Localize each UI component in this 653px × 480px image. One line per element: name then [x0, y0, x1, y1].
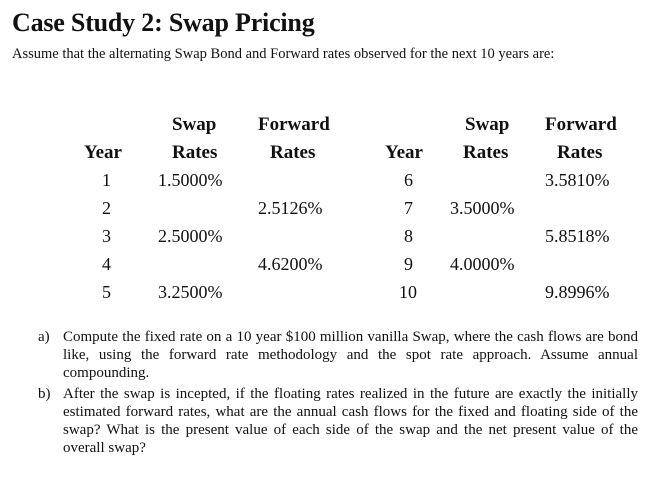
left-row-3-year: 3 [102, 226, 111, 246]
left-row-5-swap: 3.2500% [158, 282, 223, 302]
question-text: Compute the fixed rate on a 10 year $100… [63, 329, 638, 381]
right-header-forward-line1: Forward [545, 114, 617, 135]
right-header-swap-line1: Swap [465, 114, 510, 135]
right-row-10-forward: 9.8996% [545, 282, 610, 302]
right-row-9-year: 9 [404, 254, 413, 274]
left-header-year: Year [84, 142, 122, 163]
question-item: a) Compute the fixed rate on a 10 year $… [12, 328, 638, 382]
right-row-8-year: 8 [404, 226, 413, 246]
left-row-5-year: 5 [102, 282, 111, 302]
right-row-6-year: 6 [404, 170, 413, 190]
right-header-forward-line2: Rates [557, 142, 603, 163]
left-header-swap-line1: Swap [172, 114, 217, 135]
right-header-swap-line2: Rates [463, 142, 509, 163]
right-row-10-year: 10 [399, 282, 417, 302]
left-header-forward-line2: Rates [270, 142, 316, 163]
left-row-2-forward: 2.5126% [258, 198, 323, 218]
right-row-6-forward: 3.5810% [545, 170, 610, 190]
right-row-7-swap: 3.5000% [450, 198, 515, 218]
left-row-4-forward: 4.6200% [258, 254, 323, 274]
right-header-year: Year [385, 142, 423, 163]
left-row-1-swap: 1.5000% [158, 170, 223, 190]
left-header-forward-line1: Forward [258, 114, 330, 135]
left-header-swap-line2: Rates [172, 142, 218, 163]
left-row-4-year: 4 [102, 254, 111, 274]
question-text: After the swap is incepted, if the float… [63, 386, 638, 456]
question-marker: a) [38, 329, 50, 345]
right-row-8-forward: 5.8518% [545, 226, 610, 246]
right-row-9-swap: 4.0000% [450, 254, 515, 274]
question-list: a) Compute the fixed rate on a 10 year $… [12, 328, 638, 460]
question-item: b) After the swap is incepted, if the fl… [12, 385, 638, 457]
right-row-7-year: 7 [404, 198, 413, 218]
page-title: Case Study 2: Swap Pricing [12, 8, 315, 37]
question-marker: b) [38, 386, 51, 402]
left-row-3-swap: 2.5000% [158, 226, 223, 246]
page-subtitle: Assume that the alternating Swap Bond an… [12, 46, 555, 62]
left-row-1-year: 1 [102, 170, 111, 190]
left-row-2-year: 2 [102, 198, 111, 218]
